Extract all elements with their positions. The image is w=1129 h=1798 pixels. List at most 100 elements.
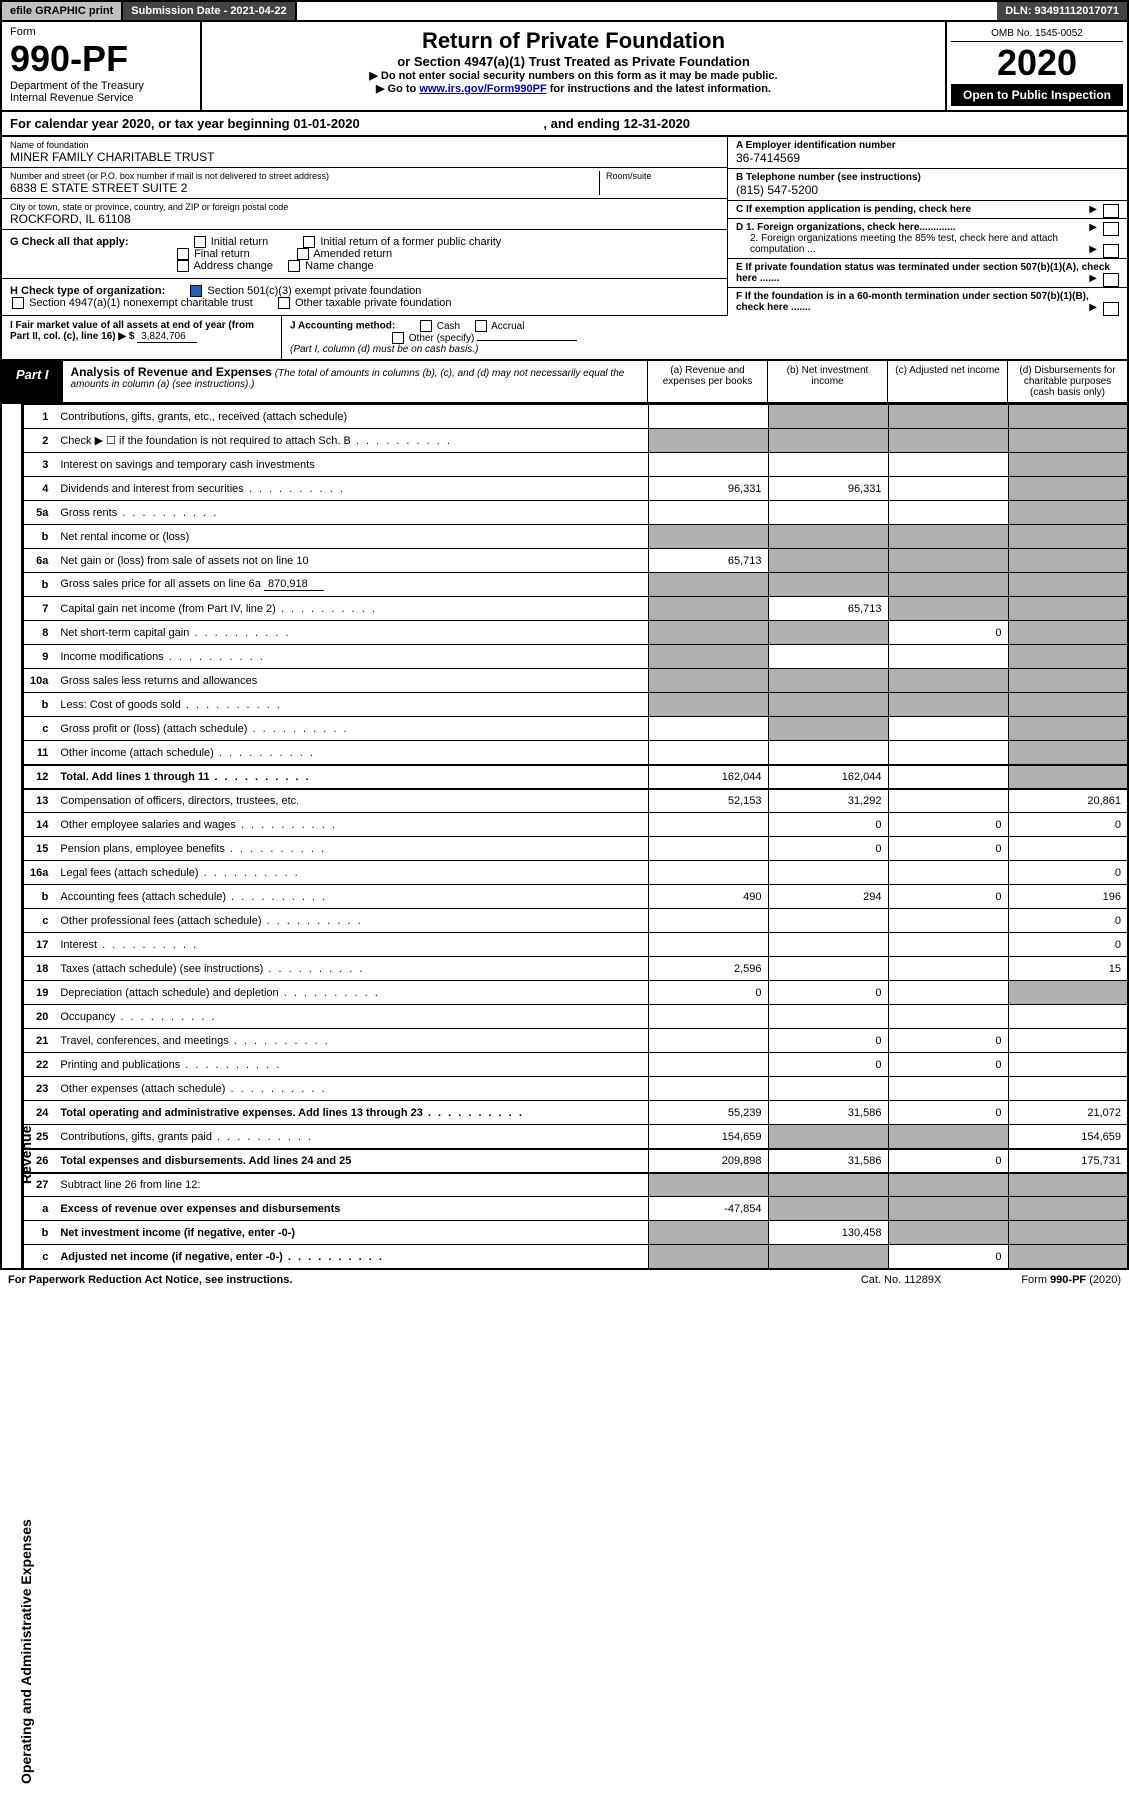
submission-date: Submission Date - 2021-04-22 (123, 2, 296, 20)
d1-checkbox[interactable] (1103, 222, 1119, 236)
fmv-value: 3,824,706 (137, 331, 197, 343)
cash-checkbox[interactable] (420, 320, 432, 332)
revenue-side-label: Revenue (18, 1126, 34, 1184)
part1-table: 1Contributions, gifts, grants, etc., rec… (22, 404, 1129, 1270)
table-row: bGross sales price for all assets on lin… (23, 573, 1128, 597)
table-row: 13Compensation of officers, directors, t… (23, 789, 1128, 813)
table-row: 26Total expenses and disbursements. Add … (23, 1149, 1128, 1173)
table-row: 7Capital gain net income (from Part IV, … (23, 597, 1128, 621)
col-c-header: (c) Adjusted net income (887, 361, 1007, 402)
phone-label: B Telephone number (see instructions) (736, 172, 1119, 183)
instructions-note: ▶ Go to www.irs.gov/Form990PF for instru… (208, 82, 939, 95)
city-label: City or town, state or province, country… (10, 202, 719, 212)
table-row: 3Interest on savings and temporary cash … (23, 453, 1128, 477)
name-change-checkbox[interactable] (288, 260, 300, 272)
table-row: 27Subtract line 26 from line 12: (23, 1173, 1128, 1197)
table-row: 18Taxes (attach schedule) (see instructi… (23, 957, 1128, 981)
cat-number: Cat. No. 11289X (861, 1274, 942, 1286)
table-row: cGross profit or (loss) (attach schedule… (23, 717, 1128, 741)
form-number: 990-PF (10, 38, 192, 80)
table-row: 16aLegal fees (attach schedule)0 (23, 861, 1128, 885)
other-taxable-checkbox[interactable] (278, 297, 290, 309)
initial-former-checkbox[interactable] (303, 236, 315, 248)
4947a1-checkbox[interactable] (12, 297, 24, 309)
address-change-checkbox[interactable] (177, 260, 189, 272)
col-d-header: (d) Disbursements for charitable purpose… (1007, 361, 1127, 402)
table-row: 9Income modifications (23, 645, 1128, 669)
section-h: H Check type of organization: Section 50… (2, 279, 727, 316)
dln: DLN: 93491112017071 (997, 2, 1127, 20)
table-row: 20Occupancy (23, 1005, 1128, 1029)
col-b-header: (b) Net investment income (767, 361, 887, 402)
expenses-side-label: Operating and Administrative Expenses (18, 1520, 34, 1785)
phone-value: (815) 547-5200 (736, 183, 1119, 197)
paperwork-notice: For Paperwork Reduction Act Notice, see … (8, 1274, 292, 1286)
table-row: 21Travel, conferences, and meetings00 (23, 1029, 1128, 1053)
top-bar: efile GRAPHIC print Submission Date - 20… (0, 0, 1129, 22)
table-row: bNet rental income or (loss) (23, 525, 1128, 549)
table-row: 2Check ▶ ☐ if the foundation is not requ… (23, 429, 1128, 453)
initial-return-checkbox[interactable] (194, 236, 206, 248)
accrual-checkbox[interactable] (475, 320, 487, 332)
address-label: Number and street (or P.O. box number if… (10, 171, 599, 181)
table-row: 24Total operating and administrative exp… (23, 1101, 1128, 1125)
section-e-label: E If private foundation status was termi… (736, 262, 1110, 284)
part1-label: Part I (2, 361, 63, 402)
table-row: 19Depreciation (attach schedule) and dep… (23, 981, 1128, 1005)
form-footer-label: Form 990-PF (2020) (1021, 1274, 1121, 1286)
omb-number: OMB No. 1545-0052 (951, 26, 1123, 42)
table-row: 17Interest0 (23, 933, 1128, 957)
street-address: 6838 E STATE STREET SUITE 2 (10, 181, 599, 195)
table-row: 25Contributions, gifts, grants paid154,6… (23, 1125, 1128, 1149)
entity-info: Name of foundation MINER FAMILY CHARITAB… (0, 137, 1129, 316)
table-row: 1Contributions, gifts, grants, etc., rec… (23, 405, 1128, 429)
table-row: aExcess of revenue over expenses and dis… (23, 1197, 1128, 1221)
table-row: 8Net short-term capital gain0 (23, 621, 1128, 645)
table-row: 11Other income (attach schedule) (23, 741, 1128, 765)
open-to-public: Open to Public Inspection (951, 84, 1123, 106)
table-row: 14Other employee salaries and wages000 (23, 813, 1128, 837)
table-row: 10aGross sales less returns and allowanc… (23, 669, 1128, 693)
d1-label: D 1. Foreign organizations, check here..… (736, 222, 956, 233)
room-label: Room/suite (606, 171, 719, 181)
irs-label: Internal Revenue Service (10, 92, 192, 104)
ein-label: A Employer identification number (736, 140, 1119, 151)
i-j-row: I Fair market value of all assets at end… (0, 316, 1129, 361)
form-title: Return of Private Foundation (208, 28, 939, 54)
table-row: bNet investment income (if negative, ent… (23, 1221, 1128, 1245)
gross-sales-6b: 870,918 (264, 578, 324, 591)
table-row: cAdjusted net income (if negative, enter… (23, 1245, 1128, 1269)
dept-label: Department of the Treasury (10, 80, 192, 92)
calendar-year-row: For calendar year 2020, or tax year begi… (0, 112, 1129, 137)
section-f-checkbox[interactable] (1103, 302, 1119, 316)
table-row: 6aNet gain or (loss) from sale of assets… (23, 549, 1128, 573)
section-c-checkbox[interactable] (1103, 204, 1119, 218)
ssn-warning: ▶ Do not enter social security numbers o… (208, 69, 939, 82)
d2-label: 2. Foreign organizations meeting the 85%… (750, 233, 1058, 255)
table-row: 12Total. Add lines 1 through 11162,04416… (23, 765, 1128, 789)
table-row: bAccounting fees (attach schedule)490294… (23, 885, 1128, 909)
table-row: cOther professional fees (attach schedul… (23, 909, 1128, 933)
part1-header: Part I Analysis of Revenue and Expenses … (0, 361, 1129, 404)
form990pf-link[interactable]: www.irs.gov/Form990PF (419, 83, 546, 95)
foundation-name: MINER FAMILY CHARITABLE TRUST (10, 150, 719, 164)
501c3-checkbox[interactable] (190, 285, 202, 297)
city-state-zip: ROCKFORD, IL 61108 (10, 212, 719, 226)
table-row: 22Printing and publications00 (23, 1053, 1128, 1077)
d2-checkbox[interactable] (1103, 244, 1119, 258)
name-label: Name of foundation (10, 140, 719, 150)
efile-print-button[interactable]: efile GRAPHIC print (2, 2, 123, 20)
other-method-checkbox[interactable] (392, 332, 404, 344)
table-row: 23Other expenses (attach schedule) (23, 1077, 1128, 1101)
table-row: bLess: Cost of goods sold (23, 693, 1128, 717)
table-row: 5aGross rents (23, 501, 1128, 525)
section-e-checkbox[interactable] (1103, 273, 1119, 287)
exemption-pending-label: C If exemption application is pending, c… (736, 204, 971, 215)
table-row: 15Pension plans, employee benefits00 (23, 837, 1128, 861)
final-return-checkbox[interactable] (177, 248, 189, 260)
form-subtitle: or Section 4947(a)(1) Trust Treated as P… (208, 54, 939, 69)
col-a-header: (a) Revenue and expenses per books (647, 361, 767, 402)
form-label: Form (10, 26, 192, 38)
amended-checkbox[interactable] (297, 248, 309, 260)
section-f-label: F If the foundation is in a 60-month ter… (736, 291, 1089, 313)
